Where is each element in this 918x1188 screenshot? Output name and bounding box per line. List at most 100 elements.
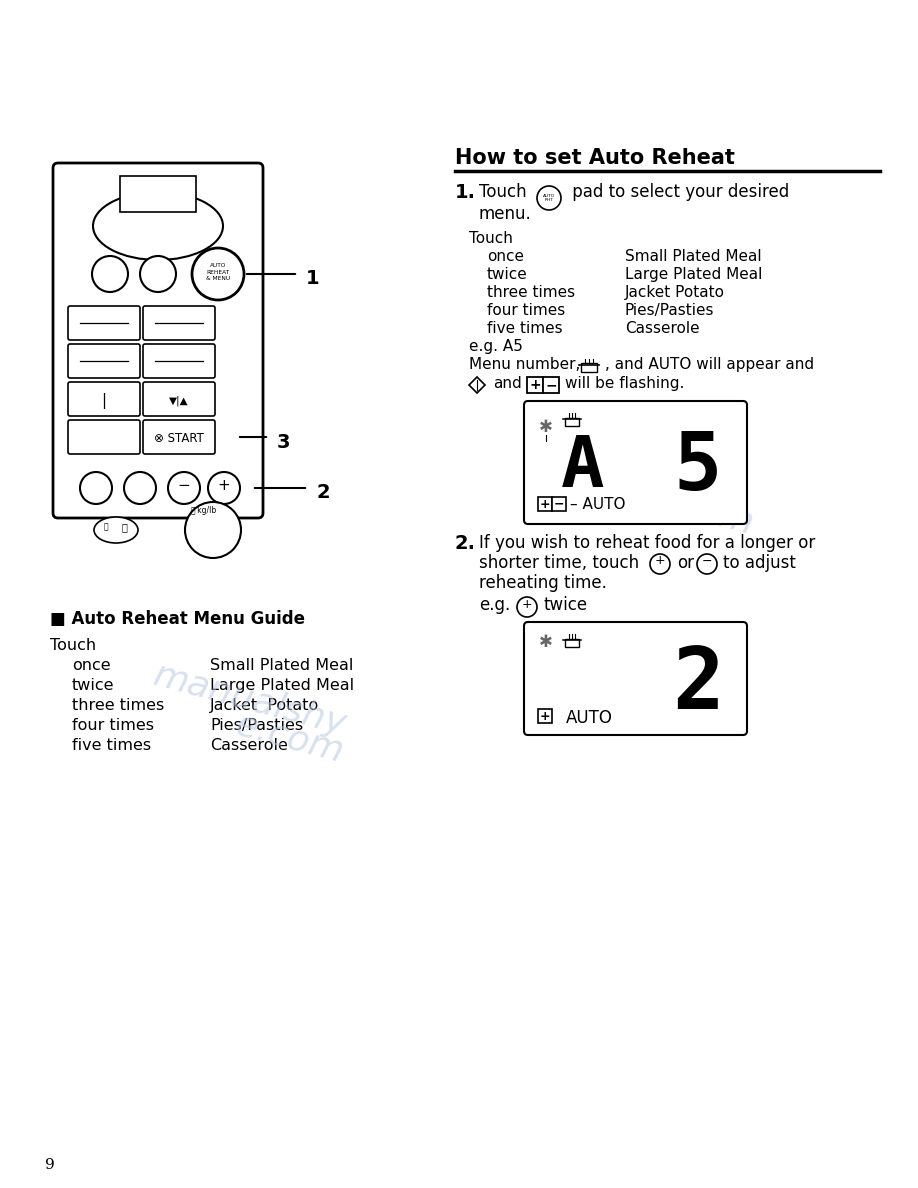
Circle shape [192, 248, 244, 301]
FancyBboxPatch shape [143, 307, 215, 340]
Text: five times: five times [487, 321, 563, 336]
FancyBboxPatch shape [527, 377, 543, 393]
Text: Small Plated Meal: Small Plated Meal [210, 658, 353, 672]
FancyBboxPatch shape [68, 383, 140, 416]
FancyBboxPatch shape [543, 377, 559, 393]
Text: A: A [561, 432, 605, 503]
Text: Casserole: Casserole [210, 738, 288, 753]
Text: four times: four times [72, 718, 154, 733]
Text: manualshy: manualshy [550, 428, 750, 512]
Text: e.com: e.com [232, 707, 348, 769]
Text: e.com: e.com [642, 479, 758, 541]
Text: +: + [529, 378, 541, 392]
Text: 5: 5 [674, 429, 722, 507]
Text: Large Plated Meal: Large Plated Meal [625, 267, 762, 282]
Circle shape [92, 255, 128, 292]
FancyBboxPatch shape [120, 176, 196, 211]
Text: 1: 1 [306, 270, 319, 289]
Text: ✱: ✱ [539, 418, 553, 436]
Text: +: + [540, 709, 550, 722]
Text: 3: 3 [277, 432, 290, 451]
Text: 2.: 2. [455, 533, 476, 552]
Text: manualshy: manualshy [150, 658, 350, 742]
Text: ⌛: ⌛ [121, 522, 127, 532]
FancyBboxPatch shape [565, 639, 579, 647]
Text: 9: 9 [45, 1158, 55, 1173]
FancyBboxPatch shape [565, 418, 579, 426]
Text: shorter time, touch: shorter time, touch [479, 554, 639, 571]
Text: +: + [521, 598, 532, 611]
Text: Jacket Potato: Jacket Potato [625, 285, 725, 301]
Circle shape [537, 187, 561, 210]
FancyBboxPatch shape [552, 497, 566, 511]
Text: and: and [493, 375, 521, 391]
Text: menu.: menu. [479, 206, 532, 223]
Circle shape [697, 554, 717, 574]
Text: If you wish to reheat food for a longer or: If you wish to reheat food for a longer … [479, 533, 815, 552]
Text: Large Plated Meal: Large Plated Meal [210, 678, 354, 693]
Text: How to set Auto Reheat: How to set Auto Reheat [455, 148, 735, 168]
Text: −: − [701, 555, 712, 568]
FancyBboxPatch shape [68, 307, 140, 340]
FancyBboxPatch shape [143, 421, 215, 454]
Text: −: − [554, 498, 565, 511]
Text: four times: four times [487, 303, 565, 318]
FancyBboxPatch shape [143, 345, 215, 378]
Text: Menu number,: Menu number, [469, 358, 580, 372]
Text: +: + [218, 478, 230, 493]
Text: 1.: 1. [455, 183, 476, 202]
Text: three times: three times [487, 285, 575, 301]
Text: Casserole: Casserole [625, 321, 700, 336]
Text: five times: five times [72, 738, 151, 753]
Text: , and AUTO will appear and: , and AUTO will appear and [605, 358, 814, 372]
Text: 2: 2 [316, 484, 330, 503]
Text: twice: twice [72, 678, 115, 693]
Text: e.g. A5: e.g. A5 [469, 339, 523, 354]
Text: Jacket  Potato: Jacket Potato [210, 699, 319, 713]
Text: three times: three times [72, 699, 164, 713]
Text: Touch: Touch [469, 230, 513, 246]
Circle shape [124, 472, 156, 504]
FancyBboxPatch shape [53, 163, 263, 518]
Text: reheating time.: reheating time. [479, 574, 607, 592]
Text: Touch: Touch [50, 638, 96, 653]
Circle shape [80, 472, 112, 504]
Text: Pies/Pasties: Pies/Pasties [210, 718, 303, 733]
Text: ■ Auto Reheat Menu Guide: ■ Auto Reheat Menu Guide [50, 609, 305, 628]
FancyBboxPatch shape [524, 402, 747, 524]
Text: −: − [177, 478, 190, 493]
Text: AUTO
REHEAT
& MENU: AUTO REHEAT & MENU [206, 264, 230, 280]
FancyBboxPatch shape [68, 421, 140, 454]
Circle shape [517, 598, 537, 617]
Text: −: − [545, 378, 557, 392]
Text: or: or [677, 554, 694, 571]
Ellipse shape [93, 192, 223, 260]
Circle shape [650, 554, 670, 574]
FancyBboxPatch shape [538, 497, 552, 511]
Text: 2: 2 [672, 644, 724, 727]
Circle shape [140, 255, 176, 292]
Text: +: + [540, 498, 550, 511]
Text: pad to select your desired: pad to select your desired [567, 183, 789, 201]
Text: ✱: ✱ [539, 633, 553, 651]
Circle shape [185, 503, 241, 558]
Text: Touch: Touch [479, 183, 527, 201]
FancyBboxPatch shape [68, 345, 140, 378]
Text: once: once [72, 658, 111, 672]
Text: e.g.: e.g. [479, 596, 510, 614]
FancyBboxPatch shape [143, 383, 215, 416]
Text: to adjust: to adjust [723, 554, 796, 571]
Text: ⊗ START: ⊗ START [154, 432, 204, 446]
Text: – AUTO: – AUTO [570, 497, 625, 512]
Text: AUTO: AUTO [566, 709, 613, 727]
Text: Pies/Pasties: Pies/Pasties [625, 303, 714, 318]
Text: Small Plated Meal: Small Plated Meal [625, 249, 762, 264]
Text: AUTO
RHT: AUTO RHT [543, 194, 555, 202]
Text: once: once [487, 249, 524, 264]
Text: ▼|▲: ▼|▲ [169, 396, 189, 406]
Circle shape [208, 472, 240, 504]
Text: twice: twice [543, 596, 588, 614]
FancyBboxPatch shape [524, 623, 747, 735]
Text: |: | [101, 393, 106, 409]
FancyBboxPatch shape [538, 709, 552, 723]
